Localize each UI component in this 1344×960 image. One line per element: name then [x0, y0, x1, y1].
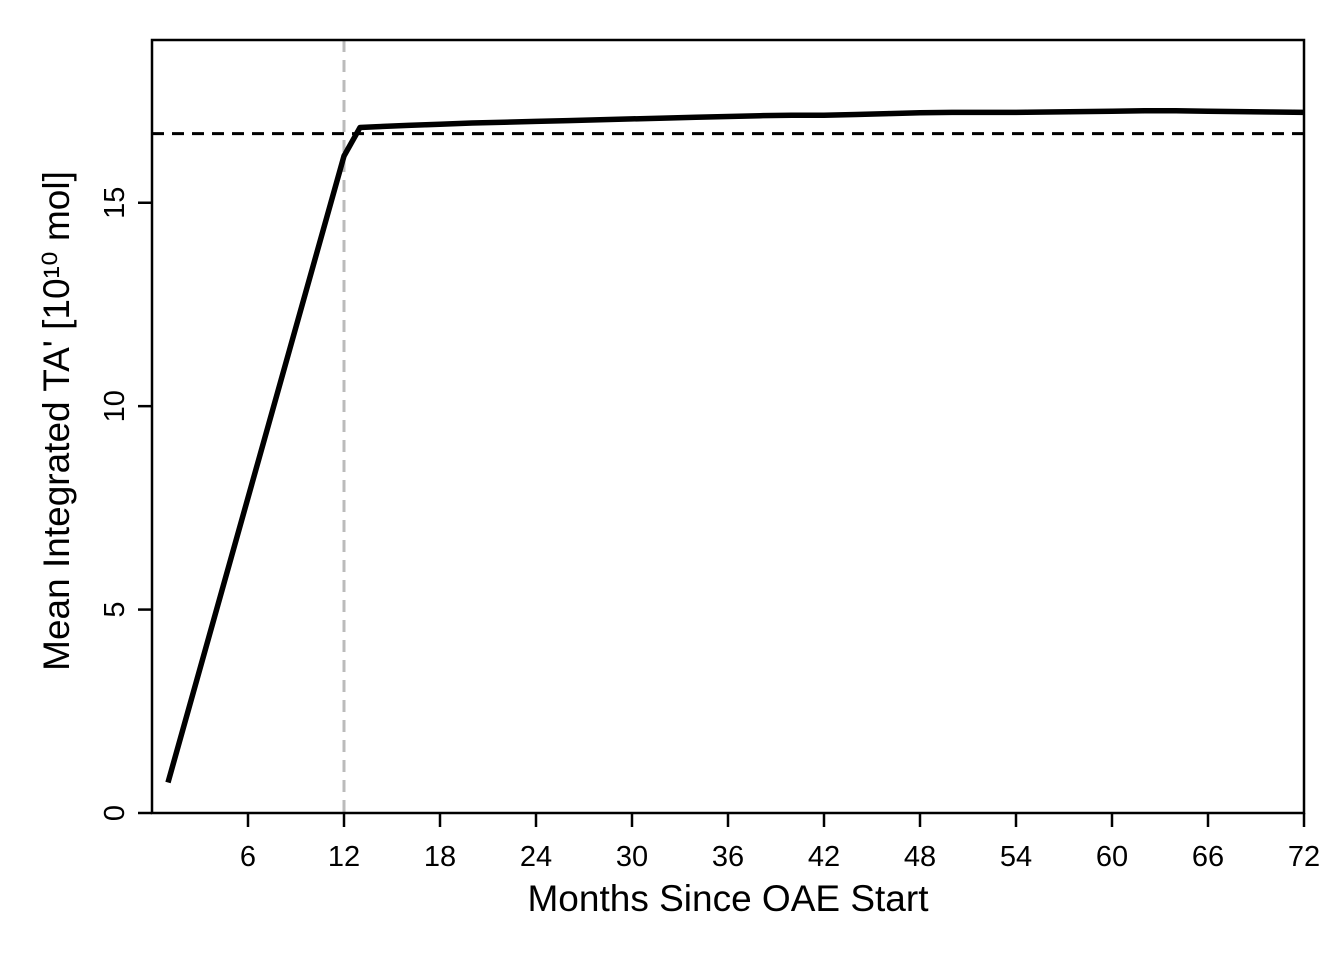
x-axis: 6 12 18 24 30 36 42 48 54 60 66 72 — [240, 813, 1320, 873]
x-tick-label: 48 — [904, 841, 936, 873]
x-tick-label: 72 — [1288, 841, 1320, 873]
x-tick-label: 24 — [520, 841, 552, 873]
reference-lines — [152, 40, 1304, 813]
y-tick-label: 0 — [99, 805, 131, 821]
x-tick-label: 54 — [1000, 841, 1032, 873]
x-axis-title: Months Since OAE Start — [527, 878, 929, 919]
y-axis-title: Mean Integrated TA' [10¹⁰ mol] — [36, 171, 77, 671]
y-tick-label: 15 — [99, 187, 131, 219]
x-tick-label: 6 — [240, 841, 256, 873]
series-line-0 — [165, 108, 1305, 784]
x-tick-label: 66 — [1192, 841, 1224, 873]
y-tick-label: 10 — [99, 390, 131, 422]
x-tick-label: 60 — [1096, 841, 1128, 873]
plot-frame — [150, 38, 1306, 815]
x-tick-label: 30 — [616, 841, 648, 873]
x-tick-label: 18 — [424, 841, 456, 873]
y-tick-label: 5 — [99, 602, 131, 618]
x-tick-label: 12 — [328, 841, 360, 873]
y-axis: 0 5 10 15 — [99, 187, 152, 821]
x-tick-label: 42 — [808, 841, 840, 873]
series-layer — [165, 108, 1305, 784]
x-tick-label: 36 — [712, 841, 744, 873]
